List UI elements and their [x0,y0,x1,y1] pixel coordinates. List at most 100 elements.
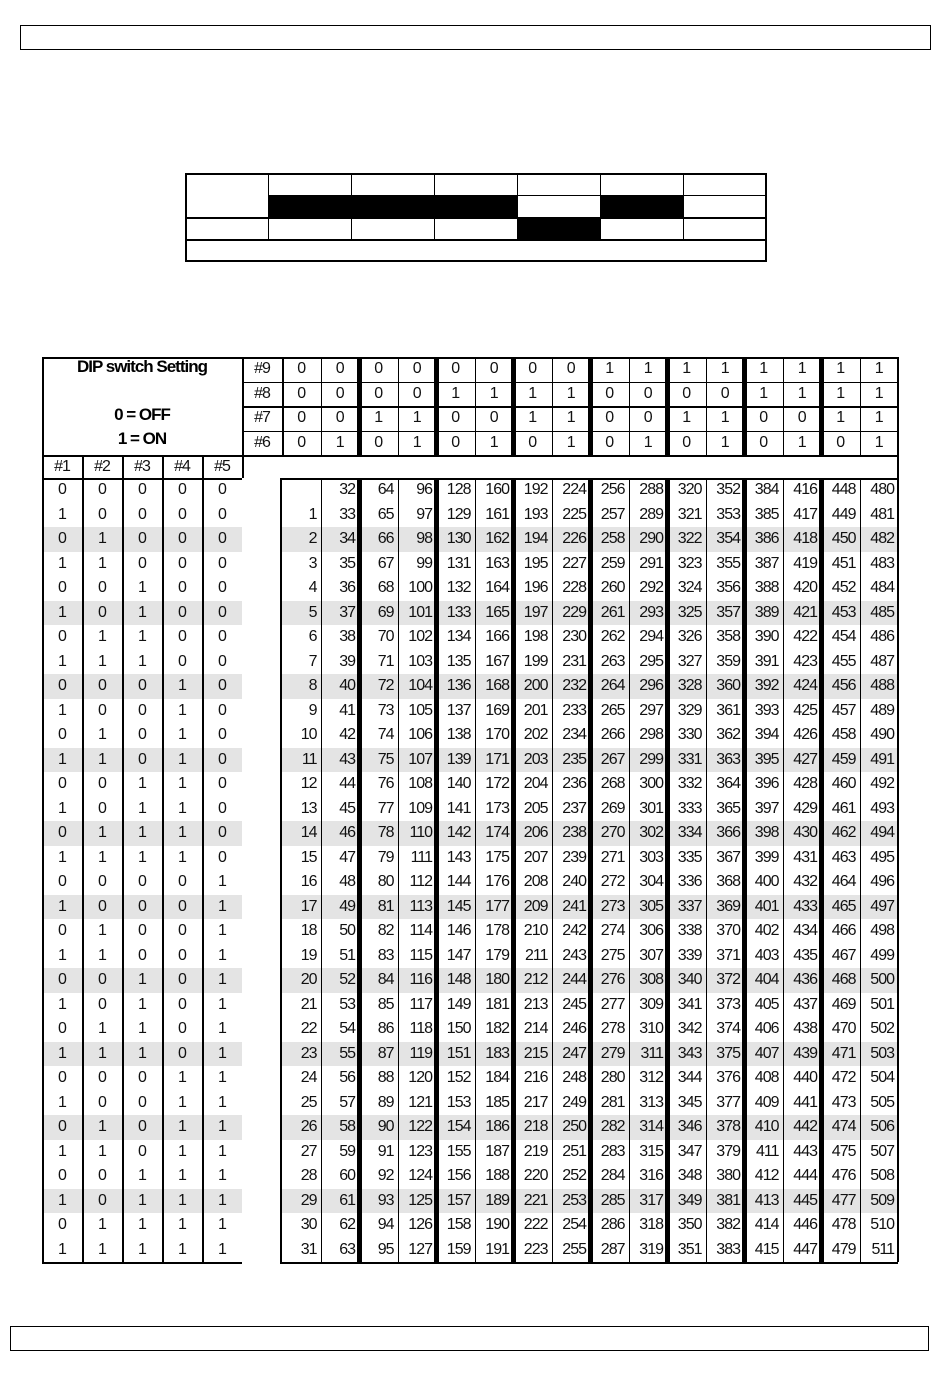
switch-state: 0 [218,677,227,695]
address-value: 425 [793,701,818,719]
switch-state: 0 [58,1216,67,1234]
address-value: 298 [639,726,664,744]
address-value: 179 [485,946,510,964]
switch-state: 0 [138,1118,147,1136]
address-value: 59 [339,1142,356,1160]
address-value: 189 [485,1191,510,1209]
switch-state: 0 [178,922,187,940]
address-value: 112 [409,873,433,891]
address-value: 243 [562,946,587,964]
address-value: 208 [523,873,549,891]
address-value: 242 [562,922,587,940]
legend-off: 0 = OFF [114,405,171,424]
switch-state: 1 [58,505,67,523]
address-value: 44 [339,775,356,793]
address-value: 259 [600,554,626,572]
address-value: 441 [793,1093,818,1111]
address-value: 161 [485,505,510,523]
address-value: 45 [339,799,356,817]
address-value: 351 [677,1240,703,1258]
address-value: 188 [485,1167,510,1185]
switch-state: 0 [178,603,187,621]
address-value: 60 [339,1167,356,1185]
address-value: 407 [754,1044,780,1062]
switch-state: 1 [178,1216,187,1234]
address-value: 323 [677,554,703,572]
address-value: 75 [377,750,395,768]
switch-state: 1 [178,726,187,744]
address-value: 413 [754,1191,780,1209]
address-value: 231 [562,652,587,670]
header-bit: 0 [335,384,345,402]
address-value: 148 [446,971,472,989]
table-border [185,217,766,219]
address-value: 450 [831,530,857,548]
switch-state: 0 [178,1044,187,1062]
switch-state: 1 [218,1020,227,1038]
header-bit: 1 [836,360,845,378]
address-value: 254 [562,1216,587,1234]
shaded-row-left [42,1188,242,1213]
address-value: 274 [600,922,626,940]
address-value: 321 [677,505,703,523]
switch-state: 0 [98,995,107,1013]
address-value: 279 [600,1044,626,1062]
switch-state: 0 [58,824,67,842]
shaded-row-left [42,1115,242,1140]
address-value: 402 [754,922,780,940]
address-value: 72 [377,677,395,695]
address-value: 207 [523,848,549,866]
header-bit: 1 [874,409,884,427]
address-value: 442 [793,1118,818,1136]
header-bit: 1 [874,433,884,451]
address-value: 61 [339,1191,356,1209]
table-border [782,357,784,455]
header-bit: 0 [297,409,306,427]
switch-state: 0 [138,922,147,940]
address-value: 126 [408,1216,433,1234]
switch-state: 0 [98,1069,107,1087]
address-value: 255 [562,1240,587,1258]
switch-label: #5 [214,457,231,475]
address-value: 36 [339,579,356,597]
address-value: 331 [677,750,703,768]
address-value: 67 [377,554,395,572]
switch-state: 0 [58,530,67,548]
address-value: 469 [831,995,857,1013]
address-value: 222 [523,1216,549,1234]
address-value: 302 [639,824,664,842]
address-value: 453 [831,603,857,621]
table-border [705,357,707,455]
address-value: 428 [793,775,818,793]
switch-state: 1 [218,995,227,1013]
address-value: 85 [377,995,395,1013]
address-value: 330 [677,726,703,744]
switch-state: 1 [218,1240,227,1258]
address-value: 293 [639,603,664,621]
thick-divider [665,478,670,1262]
address-value: 69 [377,603,395,621]
address-value: 391 [754,652,780,670]
address-value: 373 [716,995,741,1013]
switch-state: 1 [218,1216,227,1234]
address-value: 191 [485,1240,510,1258]
address-value: 300 [639,775,664,793]
address-value: 487 [870,652,895,670]
address-value: 496 [870,873,895,891]
switch-state: 1 [138,1216,147,1234]
switch-state: 1 [218,922,227,940]
address-value: 303 [639,848,664,866]
address-value: 473 [831,1093,857,1111]
switch-state: 0 [58,481,67,499]
filled-cell [517,217,600,239]
address-value: 396 [754,775,780,793]
address-value: 325 [677,603,703,621]
address-value: 205 [523,799,549,817]
address-value: 356 [716,579,741,597]
address-value: 121 [408,1093,433,1111]
table-border [185,260,766,262]
address-value: 477 [831,1191,857,1209]
thick-divider [665,357,670,455]
address-value: 386 [754,530,780,548]
table-border [628,357,630,455]
